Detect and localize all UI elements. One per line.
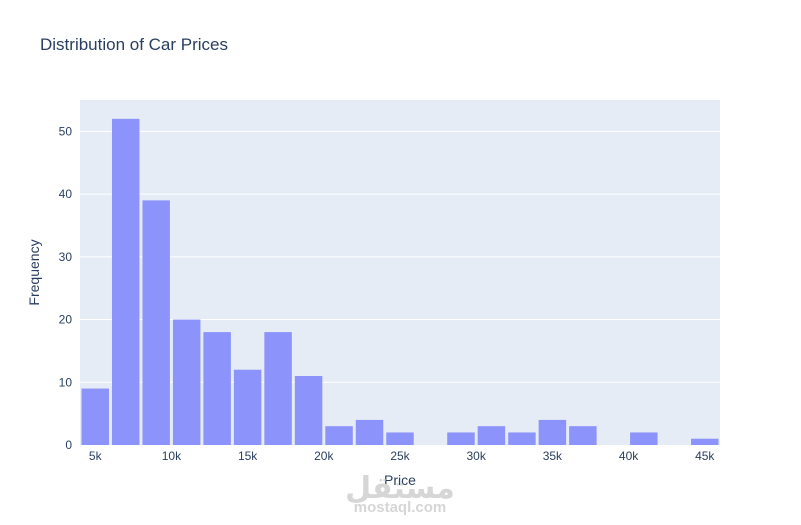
histogram-bar xyxy=(386,432,414,445)
y-tick-label: 40 xyxy=(59,187,73,201)
x-tick-label: 35k xyxy=(543,449,563,463)
histogram-bar xyxy=(294,376,323,445)
histogram-bar xyxy=(538,419,567,445)
histogram-bar xyxy=(111,118,140,446)
histogram-bar xyxy=(630,432,658,445)
histogram-bar xyxy=(355,419,384,445)
y-tick-label: 20 xyxy=(59,313,73,327)
x-tick-label: 30k xyxy=(467,449,487,463)
histogram-bar xyxy=(569,426,597,445)
x-tick-label: 20k xyxy=(314,449,334,463)
histogram-bar xyxy=(691,438,719,445)
histogram-bar xyxy=(264,332,292,445)
histogram-bar xyxy=(172,319,201,445)
watermark-url: mostaql.com xyxy=(354,499,447,516)
x-axis-title: Price xyxy=(384,472,416,488)
y-tick-label: 50 xyxy=(59,124,73,138)
histogram-bar xyxy=(325,426,353,445)
x-tick-label: 40k xyxy=(619,449,639,463)
x-tick-label: 5k xyxy=(89,449,103,463)
x-tick-label: 25k xyxy=(390,449,410,463)
y-tick-label: 10 xyxy=(59,375,73,389)
histogram-bar xyxy=(477,426,506,445)
histogram-bar xyxy=(508,432,536,445)
chart-title: Distribution of Car Prices xyxy=(40,35,228,54)
histogram-bar xyxy=(203,332,231,445)
x-tick-label: 15k xyxy=(238,449,258,463)
y-tick-label: 30 xyxy=(59,250,73,264)
watermark-logo: مستقل xyxy=(345,472,455,505)
x-tick-label: 45k xyxy=(695,449,715,463)
y-axis-title: Frequency xyxy=(26,239,42,305)
y-tick-label: 0 xyxy=(65,438,72,452)
histogram-bar xyxy=(233,369,262,445)
histogram-bar xyxy=(142,200,170,445)
x-tick-label: 10k xyxy=(162,449,182,463)
bars xyxy=(81,118,719,446)
histogram-bar xyxy=(447,432,475,445)
histogram-bar xyxy=(81,388,109,445)
x-axis-ticks: 5k 10k 15k 20k 25k 30k 35k 40k 45k xyxy=(89,449,716,463)
y-axis-ticks: 0 10 20 30 40 50 xyxy=(59,124,73,452)
